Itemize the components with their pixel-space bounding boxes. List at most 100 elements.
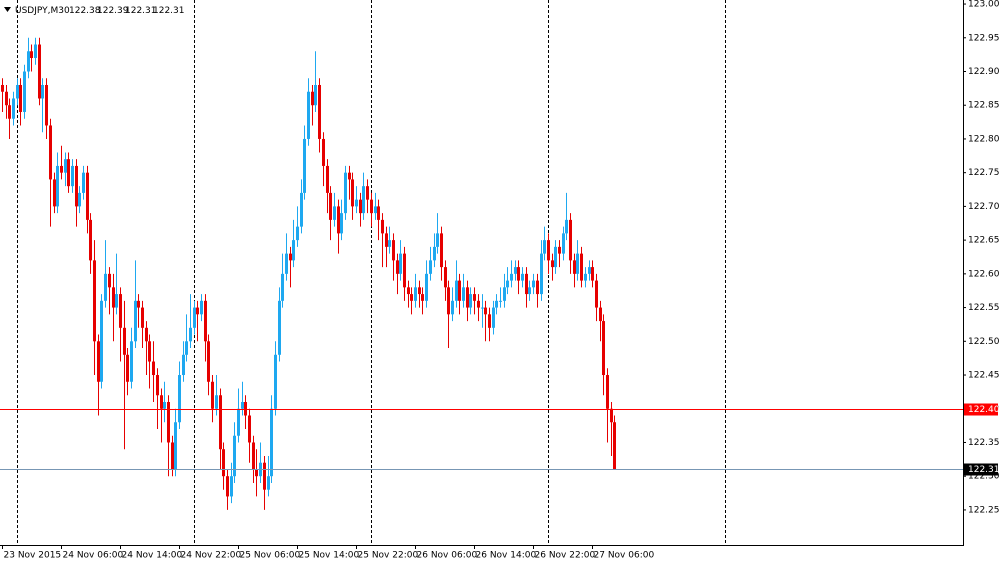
candle-body [97, 341, 100, 382]
candle-body [451, 300, 454, 315]
candle-body [503, 287, 506, 301]
candle-body [100, 300, 103, 382]
candle-body [5, 91, 8, 106]
y-tick-label: 122.70 [968, 202, 1000, 212]
candle-body [370, 199, 373, 214]
candle-body [300, 192, 303, 227]
candle-body [355, 199, 358, 207]
candle-body [152, 361, 155, 376]
x-tick-label: 26 Nov 22:00 [535, 551, 596, 561]
candle-body [510, 273, 513, 281]
candle-body [392, 240, 395, 261]
candle-body [410, 294, 413, 301]
candle-body [425, 273, 428, 301]
candle-body [599, 307, 602, 322]
candle-body [429, 260, 432, 274]
candle-body [16, 84, 19, 99]
y-tick-label: 122.30 [968, 472, 1000, 482]
candle-body [207, 341, 210, 382]
candle-body [60, 165, 63, 173]
candle-body [554, 246, 557, 268]
candle-body [8, 105, 11, 119]
candle-body [71, 165, 74, 187]
candle-body [12, 98, 15, 119]
candle-body [506, 280, 509, 288]
candle-body [455, 280, 458, 301]
candle-body [495, 300, 498, 308]
candle-body [230, 476, 233, 497]
candle-body [112, 287, 115, 308]
candle-body [226, 476, 229, 497]
candle-body [270, 408, 273, 477]
candle-body [447, 287, 450, 315]
candle-body [211, 381, 214, 409]
candle-body [340, 213, 343, 234]
candle-body [517, 267, 520, 281]
candle-body [528, 287, 531, 295]
candle-body [366, 186, 369, 200]
candle-body [532, 280, 535, 288]
candle-body [292, 240, 295, 261]
candle-body [362, 186, 365, 214]
candle-body [248, 415, 251, 443]
y-tick-label: 122.80 [968, 134, 1000, 144]
candle-body [75, 165, 78, 207]
candle-body [547, 240, 550, 261]
candle-body [93, 260, 96, 342]
candle-body [374, 206, 377, 214]
y-tick-label: 122.60 [968, 269, 1000, 279]
candle-body [45, 84, 48, 126]
candle-body [436, 233, 439, 247]
candle-body [558, 246, 561, 254]
candle-body [163, 402, 166, 409]
candle-body [477, 300, 480, 308]
candle-body [562, 233, 565, 254]
y-tick-label: 122.95 [968, 33, 1000, 43]
candle-body [115, 294, 118, 308]
menu-triangle[interactable] [4, 7, 11, 12]
candle-body [204, 300, 207, 342]
candle-body [514, 267, 517, 274]
chart-title: USDJPY,M30 [15, 6, 70, 16]
candle-body [215, 395, 218, 409]
candle-body [27, 51, 30, 72]
price-label-bg [964, 403, 998, 416]
candle-body [126, 354, 129, 382]
price-label: 122.40 [968, 405, 1000, 415]
last-high: 122.39 [97, 6, 129, 16]
last-low: 122.31 [125, 6, 157, 16]
last-open: 122.38 [69, 6, 101, 16]
y-tick-label: 122.85 [968, 101, 1000, 111]
candle-body [281, 273, 284, 301]
candle-body [473, 294, 476, 301]
last-close: 122.31 [153, 6, 185, 16]
chart-header: USDJPY,M30 122.38 122.39 122.31 122.31 [15, 6, 185, 16]
candle-body [185, 341, 188, 355]
candle-body [38, 44, 41, 99]
candle-body [285, 253, 288, 274]
candle-body [433, 246, 436, 261]
candle-body [123, 327, 126, 355]
candle-body [41, 84, 44, 99]
candle-body [613, 422, 616, 470]
candle-body [134, 300, 137, 342]
candle-body [196, 307, 199, 315]
candle-body [156, 375, 159, 396]
candle-body [78, 192, 81, 207]
x-tick-label: 24 Nov 22:00 [181, 551, 242, 561]
y-tick-label: 122.50 [968, 337, 1000, 347]
candle-body [274, 354, 277, 409]
y-tick-label: 122.55 [968, 303, 1000, 313]
candle-body [469, 294, 472, 308]
candle-body [148, 341, 151, 362]
candle-body [414, 287, 417, 301]
candle-body [610, 408, 613, 423]
candle-body [193, 307, 196, 328]
candle-body [108, 273, 111, 288]
x-tick-label: 26 Nov 06:00 [417, 551, 478, 561]
candle-body [104, 273, 107, 301]
candle-body [237, 408, 240, 436]
candle-body [167, 402, 170, 443]
candle-body [130, 341, 133, 382]
y-tick-label: 122.90 [968, 67, 1000, 77]
